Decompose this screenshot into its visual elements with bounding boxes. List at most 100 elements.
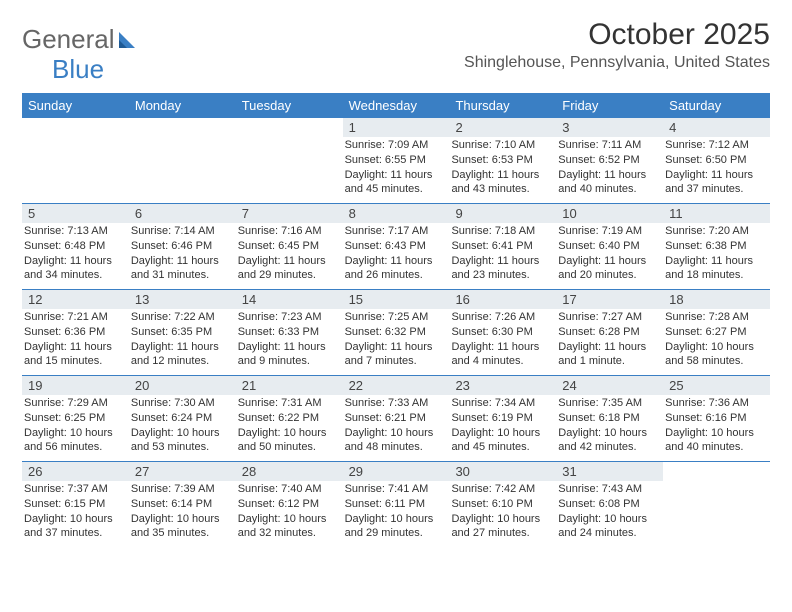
day-number: 15 (343, 290, 450, 309)
day-line-sunrise: Sunrise: 7:40 AM (238, 483, 339, 497)
day-cell: 1Sunrise: 7:09 AMSunset: 6:55 PMDaylight… (343, 118, 450, 203)
day-line-sunrise: Sunrise: 7:18 AM (451, 225, 552, 239)
day-number: 17 (556, 290, 663, 309)
day-header: Monday (129, 93, 236, 118)
day-lines: Sunrise: 7:26 AMSunset: 6:30 PMDaylight:… (449, 311, 556, 369)
day-line-day1: Daylight: 11 hours (24, 341, 125, 355)
day-line-day1: Daylight: 10 hours (665, 427, 766, 441)
day-line-sunset: Sunset: 6:12 PM (238, 498, 339, 512)
day-line-day2: and 42 minutes. (558, 441, 659, 455)
day-line-day2: and 35 minutes. (131, 527, 232, 541)
day-line-day2: and 15 minutes. (24, 355, 125, 369)
day-number: 9 (449, 204, 556, 223)
day-line-sunrise: Sunrise: 7:37 AM (24, 483, 125, 497)
day-line-day1: Daylight: 10 hours (131, 513, 232, 527)
day-line-day1: Daylight: 11 hours (345, 169, 446, 183)
day-line-day1: Daylight: 10 hours (131, 427, 232, 441)
day-number: 6 (129, 204, 236, 223)
day-lines: Sunrise: 7:16 AMSunset: 6:45 PMDaylight:… (236, 225, 343, 283)
day-number: 18 (663, 290, 770, 309)
day-number: 19 (22, 376, 129, 395)
day-line-sunset: Sunset: 6:45 PM (238, 240, 339, 254)
day-number: 7 (236, 204, 343, 223)
day-header: Thursday (449, 93, 556, 118)
day-line-day2: and 20 minutes. (558, 269, 659, 283)
day-cell: 12Sunrise: 7:21 AMSunset: 6:36 PMDayligh… (22, 290, 129, 375)
week-row: 19Sunrise: 7:29 AMSunset: 6:25 PMDayligh… (22, 375, 770, 461)
day-line-sunrise: Sunrise: 7:29 AM (24, 397, 125, 411)
day-number: 22 (343, 376, 450, 395)
day-cell: 9 Sunrise: 7:18 AMSunset: 6:41 PMDaylight… (449, 204, 556, 289)
day-cell: 3Sunrise: 7:11 AMSunset: 6:52 PMDaylight… (556, 118, 663, 203)
day-line-day1: Daylight: 10 hours (24, 513, 125, 527)
day-line-sunset: Sunset: 6:41 PM (451, 240, 552, 254)
day-line-sunrise: Sunrise: 7:11 AM (558, 139, 659, 153)
day-line-sunset: Sunset: 6:24 PM (131, 412, 232, 426)
day-line-sunrise: Sunrise: 7:23 AM (238, 311, 339, 325)
day-line-sunrise: Sunrise: 7:31 AM (238, 397, 339, 411)
day-line-day1: Daylight: 10 hours (665, 341, 766, 355)
day-lines: Sunrise: 7:22 AMSunset: 6:35 PMDaylight:… (129, 311, 236, 369)
day-cell: 21Sunrise: 7:31 AMSunset: 6:22 PMDayligh… (236, 376, 343, 461)
day-cell: 20Sunrise: 7:30 AMSunset: 6:24 PMDayligh… (129, 376, 236, 461)
day-cell: 7 Sunrise: 7:16 AMSunset: 6:45 PMDaylight… (236, 204, 343, 289)
day-line-day1: Daylight: 10 hours (451, 427, 552, 441)
day-cell: 17Sunrise: 7:27 AMSunset: 6:28 PMDayligh… (556, 290, 663, 375)
day-lines: Sunrise: 7:35 AMSunset: 6:18 PMDaylight:… (556, 397, 663, 455)
day-line-sunset: Sunset: 6:35 PM (131, 326, 232, 340)
day-lines: Sunrise: 7:14 AMSunset: 6:46 PMDaylight:… (129, 225, 236, 283)
day-line-sunset: Sunset: 6:43 PM (345, 240, 446, 254)
day-line-sunrise: Sunrise: 7:36 AM (665, 397, 766, 411)
day-lines: Sunrise: 7:17 AMSunset: 6:43 PMDaylight:… (343, 225, 450, 283)
day-cell: 30Sunrise: 7:42 AMSunset: 6:10 PMDayligh… (449, 462, 556, 547)
day-lines: Sunrise: 7:11 AMSunset: 6:52 PMDaylight:… (556, 139, 663, 197)
day-line-sunset: Sunset: 6:36 PM (24, 326, 125, 340)
day-cell: 23Sunrise: 7:34 AMSunset: 6:19 PMDayligh… (449, 376, 556, 461)
day-line-day1: Daylight: 11 hours (451, 169, 552, 183)
day-line-sunset: Sunset: 6:21 PM (345, 412, 446, 426)
day-lines: Sunrise: 7:21 AMSunset: 6:36 PMDaylight:… (22, 311, 129, 369)
day-line-sunset: Sunset: 6:53 PM (451, 154, 552, 168)
day-lines: Sunrise: 7:18 AMSunset: 6:41 PMDaylight:… (449, 225, 556, 283)
day-line-day2: and 31 minutes. (131, 269, 232, 283)
day-cell: 18Sunrise: 7:28 AMSunset: 6:27 PMDayligh… (663, 290, 770, 375)
day-lines: Sunrise: 7:42 AMSunset: 6:10 PMDaylight:… (449, 483, 556, 541)
day-line-day2: and 26 minutes. (345, 269, 446, 283)
day-line-day2: and 45 minutes. (345, 183, 446, 197)
day-lines: Sunrise: 7:37 AMSunset: 6:15 PMDaylight:… (22, 483, 129, 541)
day-line-day1: Daylight: 11 hours (451, 255, 552, 269)
day-lines: Sunrise: 7:40 AMSunset: 6:12 PMDaylight:… (236, 483, 343, 541)
day-line-sunset: Sunset: 6:46 PM (131, 240, 232, 254)
day-line-day2: and 27 minutes. (451, 527, 552, 541)
day-line-sunrise: Sunrise: 7:16 AM (238, 225, 339, 239)
day-cell: 22 Sunrise: 7:33 AMSunset: 6:21 PMDayligh… (343, 376, 450, 461)
day-cell: 15 Sunrise: 7:25 AMSunset: 6:32 PMDayligh… (343, 290, 450, 375)
day-line-sunrise: Sunrise: 7:12 AM (665, 139, 766, 153)
day-lines: Sunrise: 7:12 AMSunset: 6:50 PMDaylight:… (663, 139, 770, 197)
day-lines: Sunrise: 7:25 AMSunset: 6:32 PMDaylight:… (343, 311, 450, 369)
day-line-day1: Daylight: 10 hours (451, 513, 552, 527)
day-lines: Sunrise: 7:33 AMSunset: 6:21 PMDaylight:… (343, 397, 450, 455)
day-line-day1: Daylight: 11 hours (238, 255, 339, 269)
day-line-day2: and 50 minutes. (238, 441, 339, 455)
day-cell: 13Sunrise: 7:22 AMSunset: 6:35 PMDayligh… (129, 290, 236, 375)
day-line-day1: Daylight: 11 hours (345, 341, 446, 355)
day-number: 23 (449, 376, 556, 395)
day-line-sunset: Sunset: 6:55 PM (345, 154, 446, 168)
day-line-sunrise: Sunrise: 7:09 AM (345, 139, 446, 153)
day-number: 16 (449, 290, 556, 309)
calendar: SundayMondayTuesdayWednesdayThursdayFrid… (22, 93, 770, 547)
day-number: 27 (129, 462, 236, 481)
logo: General (22, 18, 139, 55)
day-lines: Sunrise: 7:43 AMSunset: 6:08 PMDaylight:… (556, 483, 663, 541)
day-line-day1: Daylight: 11 hours (558, 341, 659, 355)
day-number: 8 (343, 204, 450, 223)
week-row: 1Sunrise: 7:09 AMSunset: 6:55 PMDaylight… (22, 118, 770, 203)
day-line-day1: Daylight: 11 hours (131, 255, 232, 269)
day-line-sunrise: Sunrise: 7:25 AM (345, 311, 446, 325)
day-cell: 10Sunrise: 7:19 AMSunset: 6:40 PMDayligh… (556, 204, 663, 289)
day-lines: Sunrise: 7:39 AMSunset: 6:14 PMDaylight:… (129, 483, 236, 541)
day-line-sunset: Sunset: 6:14 PM (131, 498, 232, 512)
day-lines: Sunrise: 7:09 AMSunset: 6:55 PMDaylight:… (343, 139, 450, 197)
day-line-sunset: Sunset: 6:33 PM (238, 326, 339, 340)
